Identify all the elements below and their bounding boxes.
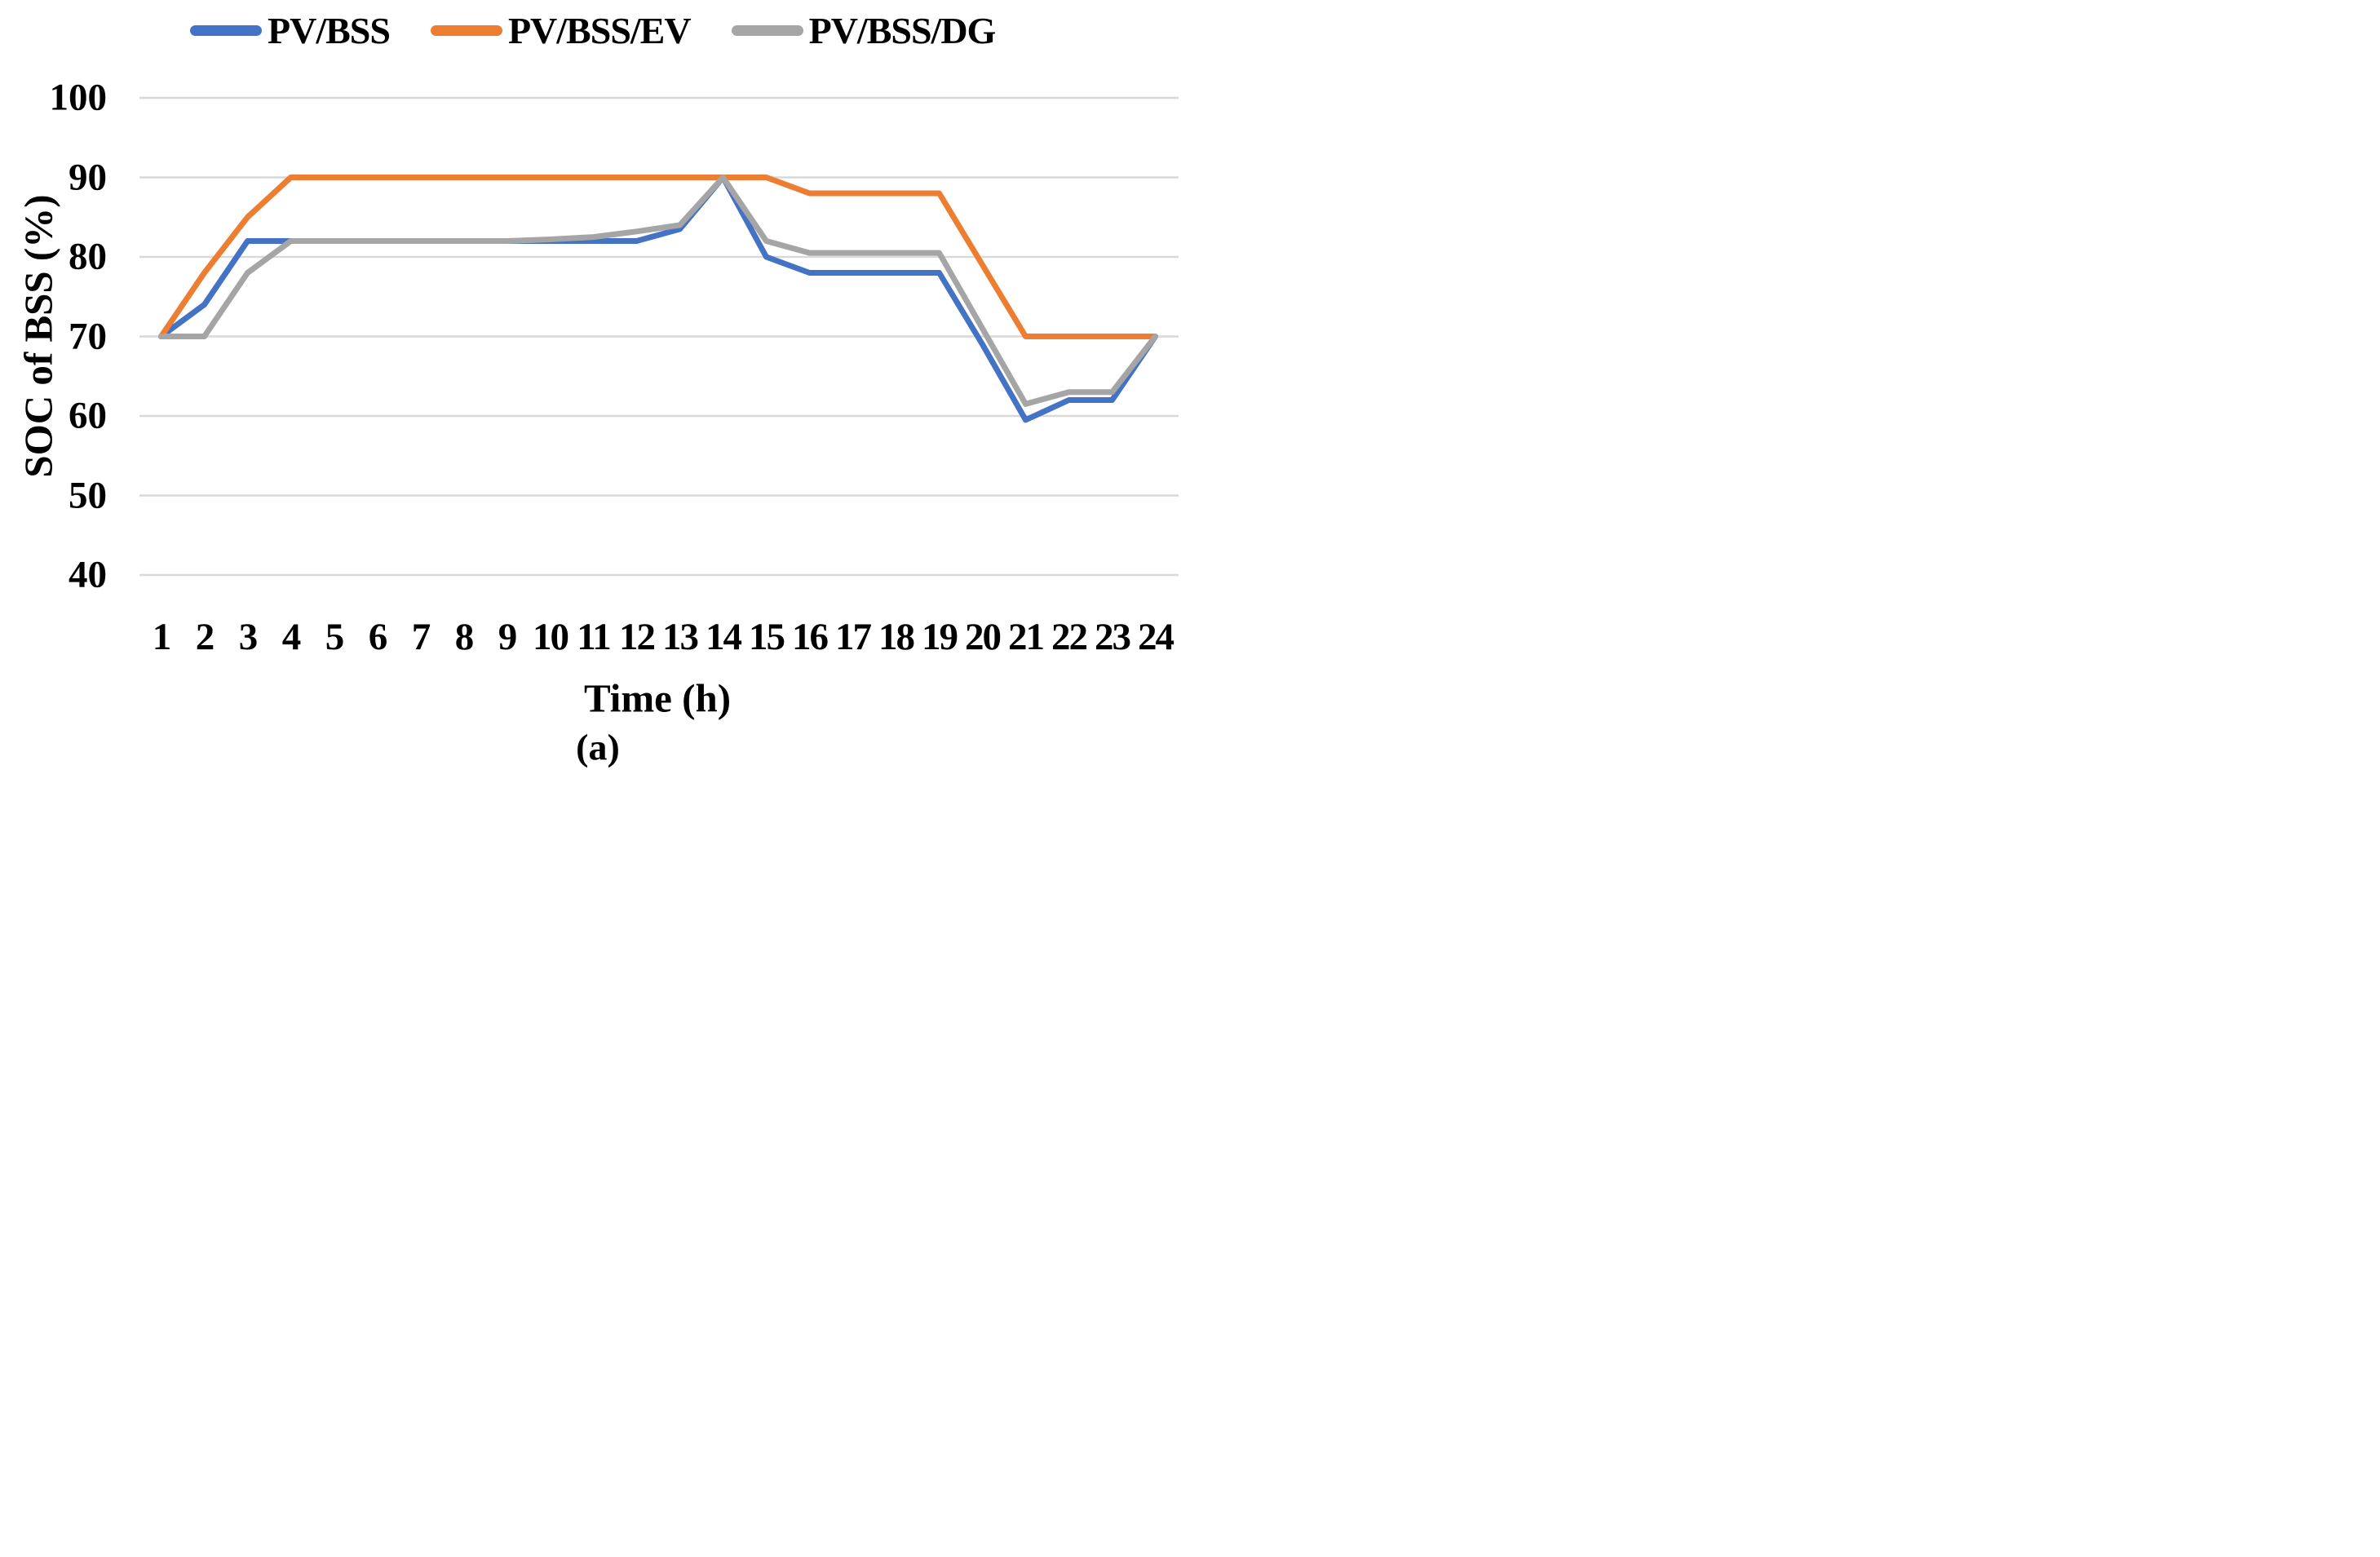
x-tick-label-4: 4	[281, 616, 302, 658]
x-tick-label-12: 12	[619, 616, 656, 658]
x-tick-label-23: 23	[1095, 616, 1131, 658]
legend-line-swatch-pv-bss-ev	[430, 24, 502, 36]
legend-label-pv-bss-dg: PV/BSS/DG	[808, 9, 997, 51]
legend-line-swatch-pv-bss	[190, 24, 262, 36]
x-tick-label-14: 14	[706, 616, 742, 658]
x-tick-label-24: 24	[1138, 616, 1175, 658]
legend-line-swatch-pv-bss-dg	[731, 24, 803, 36]
legend: PV/BSS PV/BSS/EV PV/BSS/DG	[190, 7, 997, 54]
legend-label-pv-bss: PV/BSS	[268, 9, 391, 51]
x-tick-label-7: 7	[411, 616, 431, 658]
x-tick-label-16: 16	[792, 616, 829, 658]
y-axis-title: SOC of BSS (%)	[15, 194, 61, 478]
x-tick-label-19: 19	[922, 616, 958, 658]
x-tick-label-22: 22	[1051, 616, 1088, 658]
x-axis-title: Time (h)	[583, 675, 732, 721]
series-lines	[158, 175, 1158, 423]
x-tick-label-11: 11	[577, 616, 611, 658]
legend-item-pv-bss-ev: PV/BSS/EV	[430, 9, 692, 52]
y-tick-label-100: 100	[49, 76, 108, 119]
x-tick-label-1: 1	[152, 616, 172, 658]
x-tick-label-20: 20	[965, 616, 1002, 658]
x-tick-label-8: 8	[454, 616, 475, 658]
y-tick-label-60: 60	[69, 394, 107, 437]
x-tick-label-21: 21	[1008, 616, 1045, 658]
x-tick-label-2: 2	[195, 616, 215, 658]
y-tick-label-70: 70	[69, 315, 107, 357]
figure-caption: (a)	[576, 726, 620, 768]
x-tick-label-13: 13	[662, 616, 699, 658]
x-tick-label-18: 18	[878, 616, 915, 658]
x-tick-label-15: 15	[749, 616, 785, 658]
legend-label-pv-bss-ev: PV/BSS/EV	[507, 9, 692, 51]
y-tick-label-90: 90	[69, 156, 107, 198]
series-line-pv-bss-dg	[158, 175, 1158, 407]
x-tick-label-3: 3	[238, 616, 259, 658]
legend-item-pv-bss: PV/BSS	[190, 9, 391, 52]
x-tick-label-5: 5	[325, 616, 345, 658]
series-line-pv-bss-ev	[158, 175, 1158, 339]
y-tick-label-40: 40	[69, 553, 107, 596]
x-tick-label-6: 6	[368, 616, 388, 658]
line-chart	[139, 96, 1179, 577]
x-tick-label-17: 17	[835, 616, 872, 658]
y-tick-label-50: 50	[69, 474, 107, 516]
series-line-pv-bss	[158, 175, 1158, 423]
x-tick-label-9: 9	[498, 616, 518, 658]
x-tick-label-10: 10	[533, 616, 569, 658]
y-tick-label-80: 80	[69, 235, 107, 278]
legend-item-pv-bss-dg: PV/BSS/DG	[731, 9, 997, 52]
